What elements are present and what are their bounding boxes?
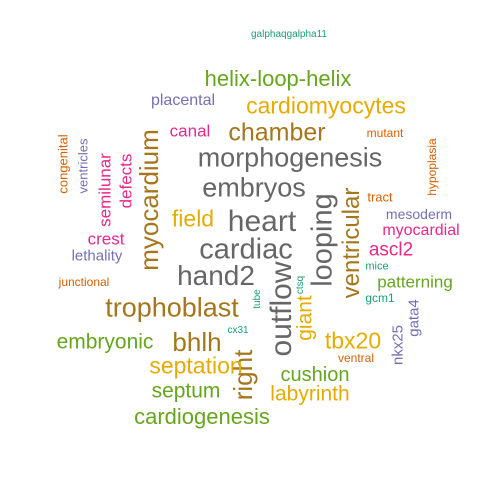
word-ventricles: ventricles: [75, 138, 91, 194]
word-tube: tube: [252, 289, 263, 309]
word-crest: crest: [87, 229, 125, 249]
word-trophoblast: trophoblast: [105, 292, 239, 323]
word-field: field: [171, 205, 215, 232]
word-gcm1: gcm1: [365, 291, 395, 305]
word-myocardial: myocardial: [382, 222, 460, 239]
word-cushion: cushion: [280, 364, 350, 386]
word-ventral: ventral: [337, 351, 375, 365]
word-patterning: patterning: [377, 272, 453, 292]
word-placental: placental: [150, 92, 216, 109]
word-cardiogenesis: cardiogenesis: [134, 404, 270, 429]
word-semilunar: semilunar: [95, 153, 115, 227]
word-labyrinth: labyrinth: [270, 382, 350, 406]
word-cx31: cx31: [227, 325, 249, 336]
word-tract: tract: [367, 189, 393, 205]
word-congenital: congenital: [55, 134, 71, 194]
word-cardiomyocytes: cardiomyocytes: [246, 92, 406, 119]
word-heart: heart: [227, 205, 297, 238]
word-bhlh: bhlh: [172, 327, 222, 357]
word-septum: septum: [151, 379, 221, 403]
word-looping: looping: [306, 193, 339, 287]
word-hand2: hand2: [177, 260, 255, 291]
word-chamber: chamber: [228, 118, 326, 147]
word-ventricular: ventricular: [338, 187, 365, 299]
word-gata4: gata4: [405, 299, 423, 337]
word-mice: mice: [365, 260, 389, 273]
word-lethality: lethality: [71, 247, 123, 265]
word-galphaqgalpha11: galphaqgalpha11: [250, 29, 328, 40]
word-defects: defects: [116, 153, 136, 209]
word-embryos: embryos: [202, 172, 306, 203]
word-helix-loop-helix: helix-loop-helix: [204, 66, 352, 91]
word-cardiac: cardiac: [199, 233, 293, 266]
word-giant: giant: [293, 295, 317, 341]
word-canal: canal: [169, 121, 211, 141]
word-junctional: junctional: [58, 275, 110, 289]
word-ctsq: ctsq: [295, 275, 306, 295]
word-tbx20: tbx20: [324, 327, 382, 354]
word-outflow: outflow: [265, 261, 298, 357]
word-embryonic: embryonic: [56, 330, 154, 354]
word-mesoderm: mesoderm: [385, 206, 453, 222]
word-nkx25: nkx25: [389, 324, 407, 366]
word-mutant: mutant: [366, 126, 404, 140]
word-ascl2: ascl2: [368, 239, 414, 261]
word-hypoplasia: hypoplasia: [425, 138, 439, 196]
word-septation: septation: [149, 352, 243, 379]
word-myocardium: myocardium: [134, 129, 164, 271]
word-morphogenesis: morphogenesis: [197, 142, 383, 173]
